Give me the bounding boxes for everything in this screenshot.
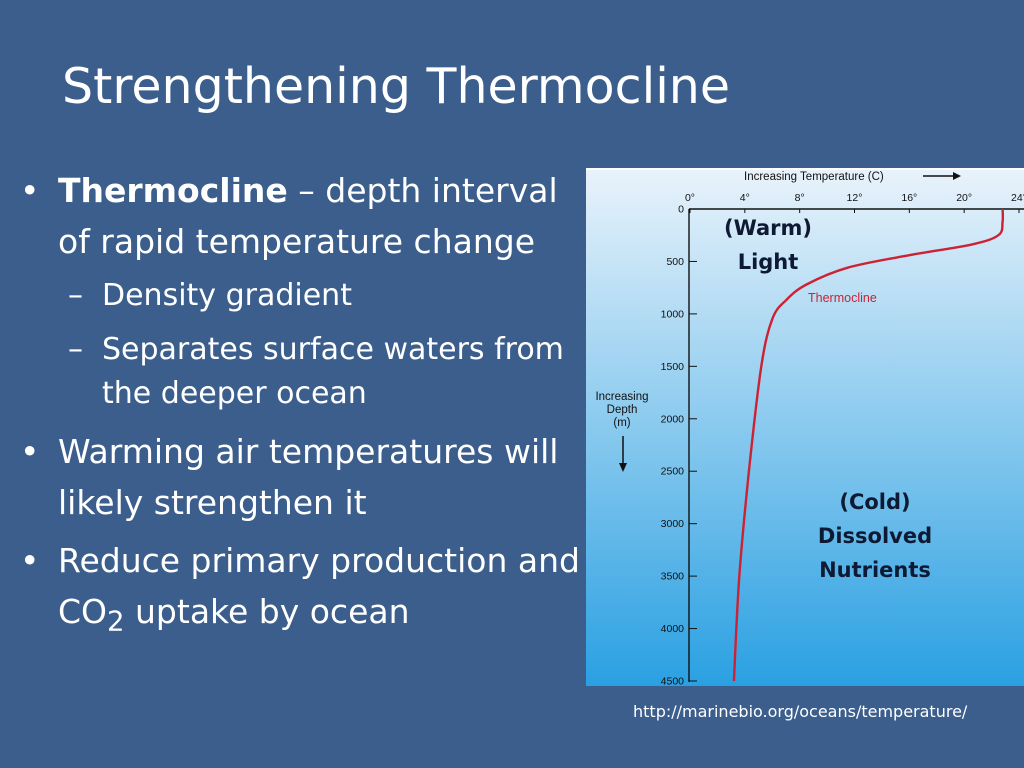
- y-tick-label: 1000: [661, 308, 685, 320]
- x-tick-label: 12°: [847, 192, 863, 204]
- bullet-text-pre: Reduce primary production and CO: [58, 541, 580, 631]
- x-axis-arrow-icon: [923, 172, 961, 180]
- slide-title: Strengthening Thermocline: [62, 58, 731, 115]
- subbullet-text: Separates surface waters from the deeper…: [102, 332, 564, 411]
- series-label-thermocline: Thermocline: [808, 291, 877, 305]
- subbullet-dash: –: [68, 278, 83, 313]
- y-label-line: Increasing: [595, 391, 648, 403]
- y-tick-label: 4000: [661, 623, 685, 635]
- bullet-text-post: uptake by ocean: [124, 592, 410, 631]
- x-tick-label: 0°: [685, 192, 695, 204]
- y-label-line: (m): [613, 417, 630, 429]
- y-tick-label: 500: [666, 256, 684, 268]
- annotation-warm-light: (Warm) Light: [724, 216, 812, 274]
- y-tick-label: 2500: [661, 466, 685, 478]
- bullet-dot: •: [20, 432, 40, 471]
- bullet-list: • Thermocline – depth interval of rapid …: [20, 165, 580, 648]
- annotation-line: (Cold): [839, 490, 910, 514]
- x-ticks: 0° 4° 8° 12° 16° 20° 24°: [685, 192, 1024, 213]
- bullet-term: Thermocline: [58, 171, 288, 210]
- annotation-line: (Warm): [724, 216, 812, 240]
- bullet-reduce: • Reduce primary production and CO2 upta…: [20, 535, 580, 648]
- y-ticks: 0 500 1000 1500 2000 2500 3000 3500 4000 4500: [661, 204, 697, 688]
- y-tick-label: 2000: [661, 413, 685, 425]
- y-axis-arrow-icon: [619, 436, 627, 472]
- subbullet-dash: –: [68, 332, 83, 367]
- bullet-thermocline: • Thermocline – depth interval of rapid …: [20, 165, 580, 267]
- subbullet-density: – Density gradient: [20, 274, 580, 318]
- annotation-line: Light: [738, 250, 799, 274]
- source-link[interactable]: http://marinebio.org/oceans/temperature/: [633, 702, 968, 721]
- y-tick-label: 4500: [661, 676, 685, 687]
- x-tick-label: 8°: [795, 192, 805, 204]
- x-axis-title: Increasing Temperature (C): [744, 171, 884, 183]
- x-tick-label: 20°: [956, 192, 972, 204]
- x-tick-label: 16°: [901, 192, 917, 204]
- y-tick-label: 3500: [661, 571, 685, 583]
- subbullet-separates: – Separates surface waters from the deep…: [20, 328, 580, 416]
- bullet-warming: • Warming air temperatures will likely s…: [20, 426, 580, 528]
- thermocline-curve: [732, 208, 1005, 682]
- bullet-dot: •: [20, 541, 40, 580]
- bullet-definition: – depth interval of rapid temperature ch…: [58, 171, 558, 261]
- bullet-text: Warming air temperatures will likely str…: [58, 432, 559, 522]
- depth-temperature-chart: Increasing Temperature (C) 0° 4° 8° 12° 16° 2…: [586, 168, 1024, 688]
- y-tick-label: 3000: [661, 518, 685, 530]
- bullet-dot: •: [20, 171, 40, 210]
- chart-background: [586, 168, 1024, 686]
- x-tick-label: 4°: [740, 192, 750, 204]
- y-label-line: Depth: [607, 404, 638, 416]
- x-tick-label: 24°: [1011, 192, 1024, 204]
- chart-header-background: [586, 168, 1024, 170]
- annotation-line: Nutrients: [819, 558, 931, 582]
- co2-subscript: 2: [107, 605, 125, 638]
- annotation-line: Dissolved: [818, 524, 932, 548]
- chart-svg: Increasing Temperature (C) 0° 4° 8° 12° 16° 2…: [586, 168, 1024, 688]
- subbullet-text: Density gradient: [102, 278, 352, 313]
- y-tick-label: 1500: [661, 361, 685, 373]
- annotation-cold-nutrients: (Cold) Dissolved Nutrients: [818, 490, 932, 582]
- y-tick-label: 0: [678, 204, 684, 216]
